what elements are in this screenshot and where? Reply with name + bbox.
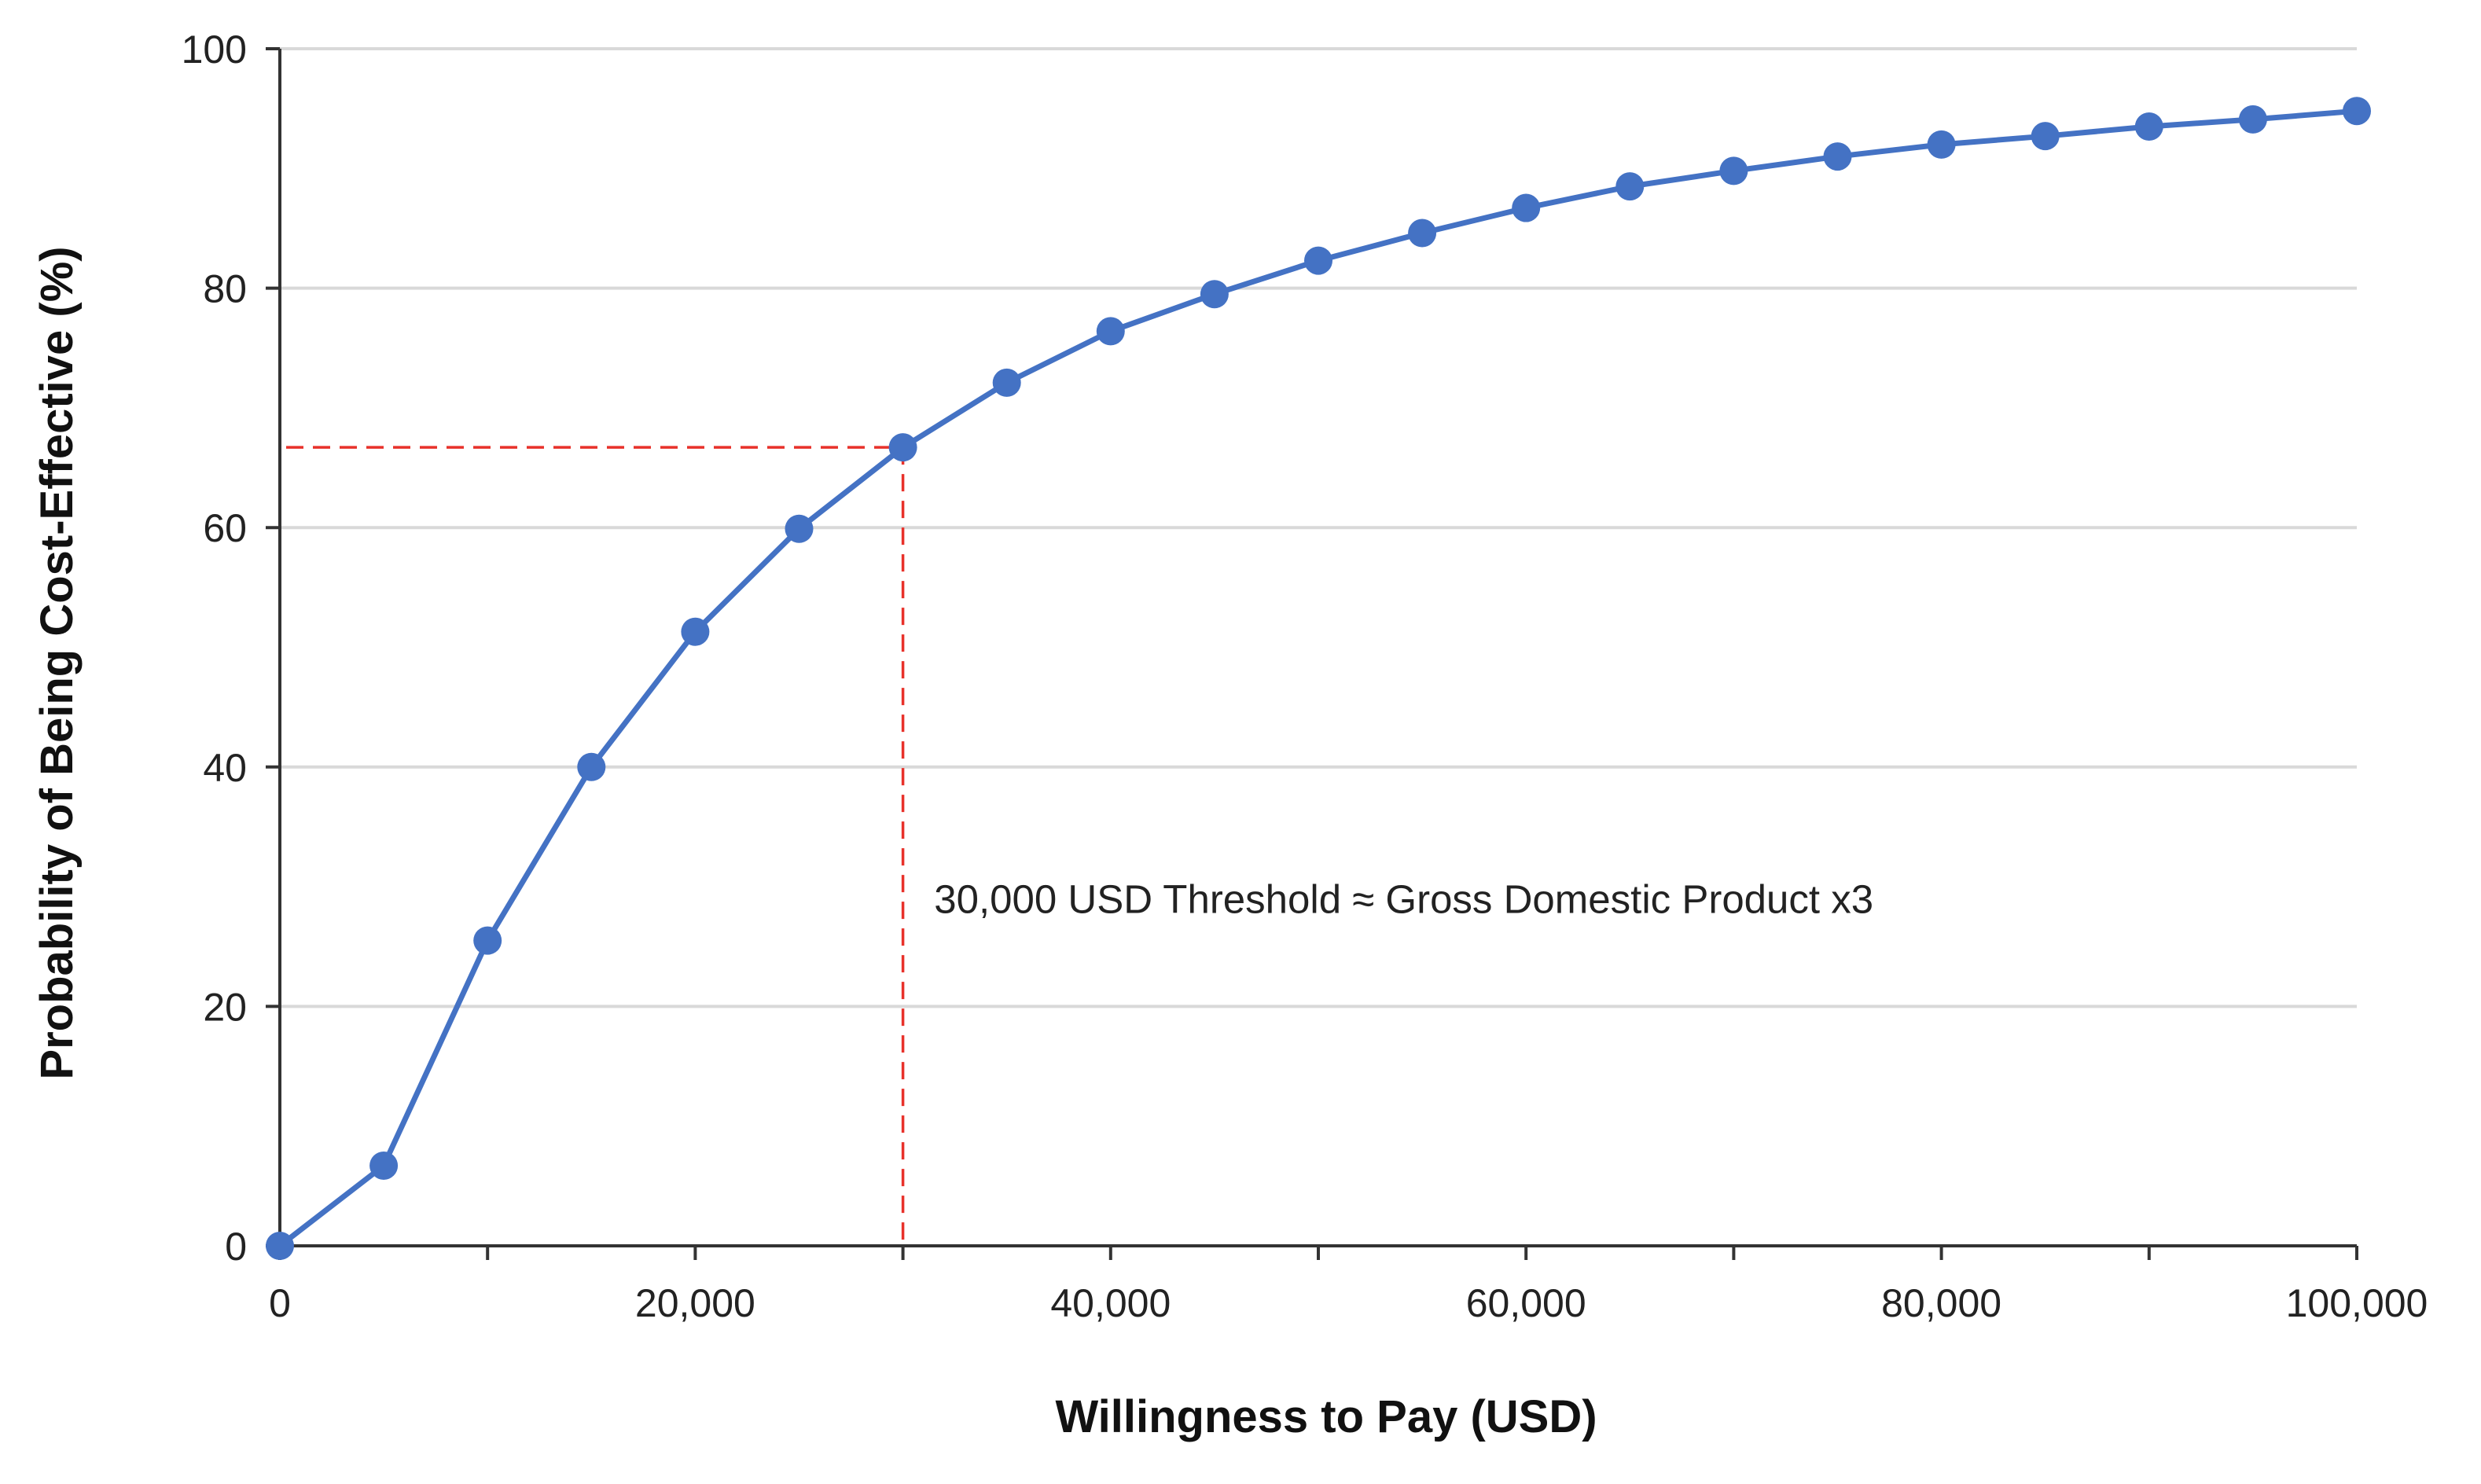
data-point: [2343, 97, 2371, 126]
data-point: [992, 368, 1021, 397]
data-point: [1927, 130, 1956, 159]
series-line: [278, 108, 2358, 1248]
threshold-annotation: 30,000 USD Threshold ≈ Gross Domestic Pr…: [934, 876, 1873, 921]
y-tick-label: 60: [203, 506, 247, 550]
data-point: [1615, 172, 1645, 201]
x-axis-title: Willingness to Pay (USD): [1055, 1391, 1597, 1442]
x-tick-label: 20,000: [635, 1281, 755, 1325]
data-point: [1512, 193, 1541, 222]
x-tick-label: 0: [269, 1281, 291, 1325]
gridlines: [280, 47, 2357, 1008]
data-point: [473, 926, 502, 955]
data-point: [2238, 105, 2267, 134]
data-point: [1096, 317, 1125, 346]
data-point: [577, 752, 606, 781]
y-tick-label: 20: [203, 985, 247, 1029]
y-tick-label: 80: [203, 267, 247, 311]
series-layer: [266, 97, 2371, 1260]
y-tick-label: 0: [225, 1225, 247, 1269]
x-tick-label: 60,000: [1466, 1281, 1586, 1325]
tick-labels: 0 20 40 60 80 100 0 20,000 40,000 60,000 80,000 100…: [182, 28, 2428, 1325]
y-tick-label: 100: [182, 28, 247, 72]
y-tick-label: 40: [203, 746, 247, 790]
x-tick-label: 80,000: [1881, 1281, 2001, 1325]
data-point: [1408, 219, 1437, 248]
data-point: [369, 1151, 399, 1180]
data-point: [785, 514, 814, 543]
data-point: [1200, 280, 1229, 309]
axes: [266, 47, 2358, 1260]
data-point: [2031, 122, 2060, 151]
data-point: [2134, 112, 2163, 141]
data-point: [1823, 142, 1852, 171]
data-point: [1719, 156, 1748, 186]
data-point: [681, 617, 710, 646]
data-point: [888, 433, 917, 462]
data-point: [266, 1232, 294, 1260]
x-tick-label: 100,000: [2286, 1281, 2428, 1325]
y-axis-title: Probability of Being Cost-Effective (%): [31, 246, 83, 1079]
data-point: [1304, 246, 1332, 275]
threshold-reference-lines: [286, 446, 905, 1246]
x-tick-label: 40,000: [1050, 1281, 1171, 1325]
